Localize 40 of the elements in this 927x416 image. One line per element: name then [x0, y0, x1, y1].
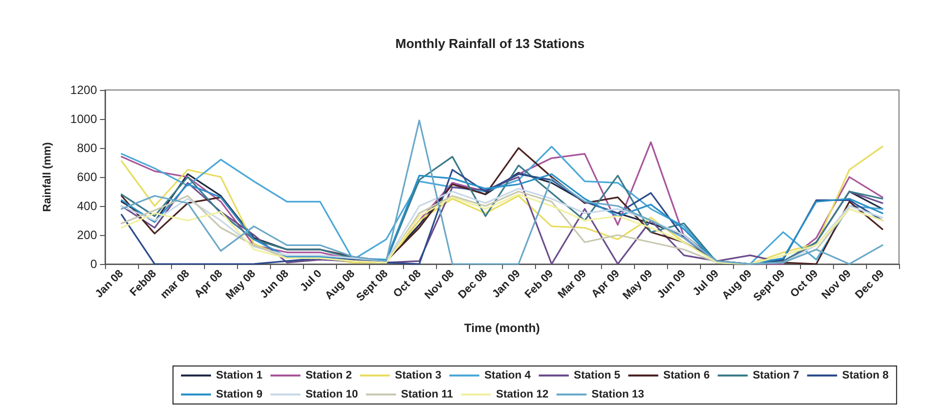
legend-label: Station 8	[842, 370, 889, 382]
legend-label: Station 1	[216, 370, 262, 382]
x-axis-title: Time (month)	[464, 321, 540, 335]
x-tick-label: Feb 09	[522, 268, 556, 301]
legend-label: Station 9	[216, 388, 262, 400]
x-tick-label: Jul 0	[298, 268, 324, 294]
legend-label: Station 3	[394, 370, 442, 382]
x-tick-label: Jun 09	[655, 268, 688, 301]
y-axis-title: Rainfall (mm)	[42, 142, 54, 212]
legend-label: Station 5	[574, 370, 620, 382]
legend-label: Station 10	[305, 388, 358, 400]
y-tick-label: 1000	[70, 112, 98, 126]
x-tick-label: Nov 09	[820, 268, 854, 302]
x-tick-label: May 08	[224, 268, 258, 302]
legend-label: Station 6	[663, 370, 710, 382]
chart-title: Monthly Rainfall of 13 Stations	[395, 36, 585, 51]
x-tick-label: Oct 09	[788, 268, 821, 300]
y-tick-label: 400	[76, 199, 98, 213]
x-tick-label: Oct 08	[391, 268, 424, 300]
x-tick-label: Jul 09	[690, 268, 722, 298]
x-tick-label: Mar 09	[556, 268, 589, 301]
x-tick-label: Apr 08	[192, 268, 226, 300]
y-tick-label: 1200	[70, 83, 98, 97]
legend-label: Station 11	[401, 388, 453, 400]
legend-label: Station 12	[496, 388, 549, 400]
legend-label: Station 7	[752, 370, 800, 382]
y-tick-label: 200	[76, 228, 98, 242]
y-tick-label: 600	[76, 170, 98, 184]
x-tick-label: Jun 08	[258, 268, 292, 301]
x-tick-label: Apr 09	[589, 268, 622, 300]
legend-label: Station 4	[484, 370, 532, 382]
legend-label: Station 13	[592, 388, 644, 400]
x-tick-label: May 09	[620, 268, 656, 302]
x-tick-label: Jan 09	[490, 268, 523, 300]
x-tick-label: Dec 08	[456, 268, 490, 302]
x-tick-label: Nov 08	[422, 268, 457, 302]
y-tick-label: 800	[76, 141, 98, 155]
legend-label: Station 2	[305, 370, 352, 382]
x-tick-label: Dec 09	[853, 268, 887, 302]
x-tick-label: mar 08	[158, 268, 192, 302]
